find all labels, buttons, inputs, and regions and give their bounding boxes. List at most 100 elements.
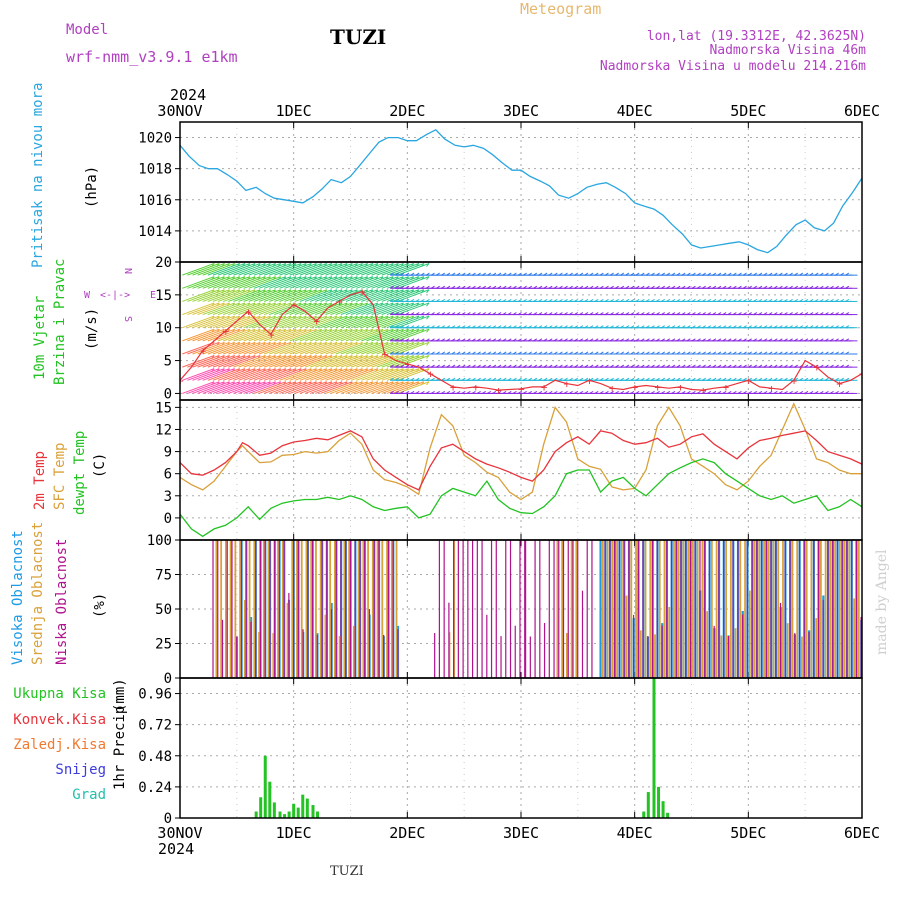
wind-arrow-head [528,298,533,302]
wind-arrow-head [666,298,671,302]
wind-arrow [289,263,322,276]
wind-arrow-head [324,250,327,253]
wind-arrow [228,328,261,342]
wind-arrow-head [768,298,773,302]
wind-arrow [396,355,430,368]
wind-arrow-head [487,390,492,394]
wind-arrow-head [533,325,538,329]
wind-arrow-head [666,338,671,342]
wind-arrow [217,328,251,342]
xtick-label-bottom-4: 4DEC [617,824,653,842]
wind-arrow-head [599,338,604,342]
wind-arrow [294,263,327,276]
wind-arrow-head [840,338,845,342]
wind-arrow [366,368,399,381]
wind-arrow [187,341,220,355]
wind-arrow-head [640,338,645,342]
wind-arrow [228,302,261,316]
wind-arrow [207,355,240,368]
wind-arrow [284,355,317,368]
wind-arrow-head [482,325,486,329]
wind-arrow-head [655,377,660,381]
wind-arrow-head [753,298,758,302]
wind-arrow-head [732,285,737,289]
wind-arrow-head [558,298,563,302]
wind-arrow-head [814,285,819,289]
wind-arrow-head [650,377,655,381]
wind-arrow-head [466,364,471,368]
wind-arrow-head [405,390,410,394]
wind-arrow [269,262,271,263]
wind-arrow-head [615,325,619,329]
wind-arrow-head [814,351,819,355]
wind-arrow-head [451,377,456,381]
wind-arrow-head [783,298,788,302]
wind-arrow-head [630,285,635,289]
wind-arrow-head [512,377,517,381]
wind-arrow-head [492,312,497,315]
wind-arrow-head [696,285,701,289]
wind-arrow [320,263,353,276]
wind-arrow-head [630,351,635,355]
wind-arrow-head [426,328,430,333]
wind-arrow-head [681,298,686,302]
wind-arrow [284,328,317,342]
wind-arrow-head [635,390,640,394]
wind-arrow-head [788,351,793,355]
wind-arrow-head [609,312,614,315]
wind-arrow-head [650,338,655,342]
wind-arrow [304,328,338,342]
wind-arrow-head [405,364,410,368]
wind-arrow [345,276,379,289]
wind-arrow-head [707,351,712,355]
wind-arrow-head [840,325,845,329]
wind-arrow-head [604,338,609,342]
wind-arrow-head [604,285,609,289]
wind-arrow [212,328,246,342]
wind-arrow [335,328,368,342]
wind-arrow [320,276,353,289]
wind-speed-marker: + [177,374,184,387]
wind-arrow-head [625,338,630,342]
wind-arrow-head [579,285,584,289]
wind-arrow-head [609,377,614,381]
wind-arrow-head [778,377,783,381]
wind-arrow [304,263,338,276]
wind-arrow [197,355,230,368]
wind-arrow-head [435,285,440,289]
wind-arrow-head [538,390,543,394]
wind-arrow-head [507,377,512,381]
wind-arrow-head [650,364,655,368]
wind-arrow [223,341,256,355]
wind-arrow [381,302,414,316]
wind-arrow-head [420,298,425,302]
wind-arrow-head [507,390,512,394]
wind-arrow [381,341,414,355]
wind-arrow-head [253,250,256,253]
wind-arrow-head [568,325,573,329]
wind-arrow-head [824,338,829,342]
wind-arrow-head [732,338,737,342]
wind-arrow-head [599,298,604,302]
wind-arrow-head [471,377,476,381]
wind-arrow-head [615,377,619,381]
wind-arrow [248,302,281,316]
wind-arrow [248,341,281,355]
wind-arrow-head [824,272,829,276]
wind-arrow-head [446,298,451,302]
wind-arrow [223,302,256,316]
wind-arrow [274,276,307,289]
wind-arrow-head [456,338,461,342]
cloud-ytick-label-3: 75 [155,568,172,584]
cloud-low-label: Niska Oblacnost [54,539,70,665]
wind-arrow-head [543,377,548,381]
wind-arrow-head [507,325,512,329]
wind-arrow [202,302,235,316]
wind-arrow-head [222,250,225,253]
wind-arrow-head [742,285,747,289]
wind-arrow [182,262,184,263]
wind-arrow [192,368,225,381]
wind-arrow-head [666,312,671,315]
wind-arrow-head [742,272,747,276]
wind-speed-marker: + [541,381,548,394]
